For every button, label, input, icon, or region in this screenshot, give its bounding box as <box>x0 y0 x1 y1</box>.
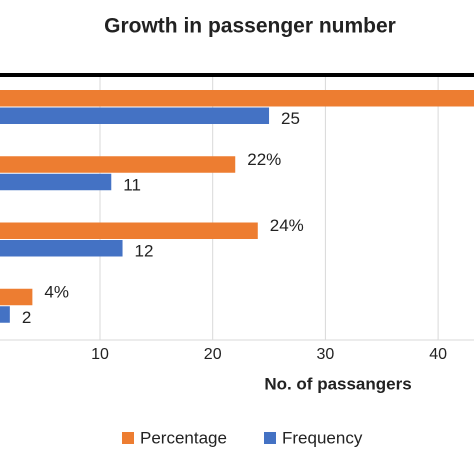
data-label: 22% <box>247 150 281 169</box>
bar <box>0 240 123 257</box>
chart-title: Growth in passenger number <box>104 15 396 38</box>
x-tick-label: 30 <box>317 346 335 363</box>
data-label: 11 <box>123 175 141 194</box>
legend-label: Frequency <box>282 428 363 447</box>
bar <box>0 222 258 239</box>
x-tick-label: 20 <box>204 346 222 363</box>
bar <box>0 90 474 107</box>
legend-label: Percentage <box>140 428 227 447</box>
bar <box>0 107 270 124</box>
legend-swatch <box>122 432 134 444</box>
bar <box>0 288 33 306</box>
legend-swatch <box>264 432 276 444</box>
data-label: 24% <box>270 216 304 235</box>
x-tick-label: 10 <box>91 346 109 363</box>
data-label: 4% <box>44 282 69 301</box>
bar <box>0 306 10 323</box>
bar <box>0 156 236 173</box>
data-label: 25 <box>281 109 300 128</box>
data-label: 12 <box>135 242 154 261</box>
data-label: 2 <box>22 308 31 327</box>
bar <box>0 173 112 191</box>
x-tick-label: 40 <box>429 346 447 363</box>
x-axis-label: No. of passangers <box>264 374 411 393</box>
